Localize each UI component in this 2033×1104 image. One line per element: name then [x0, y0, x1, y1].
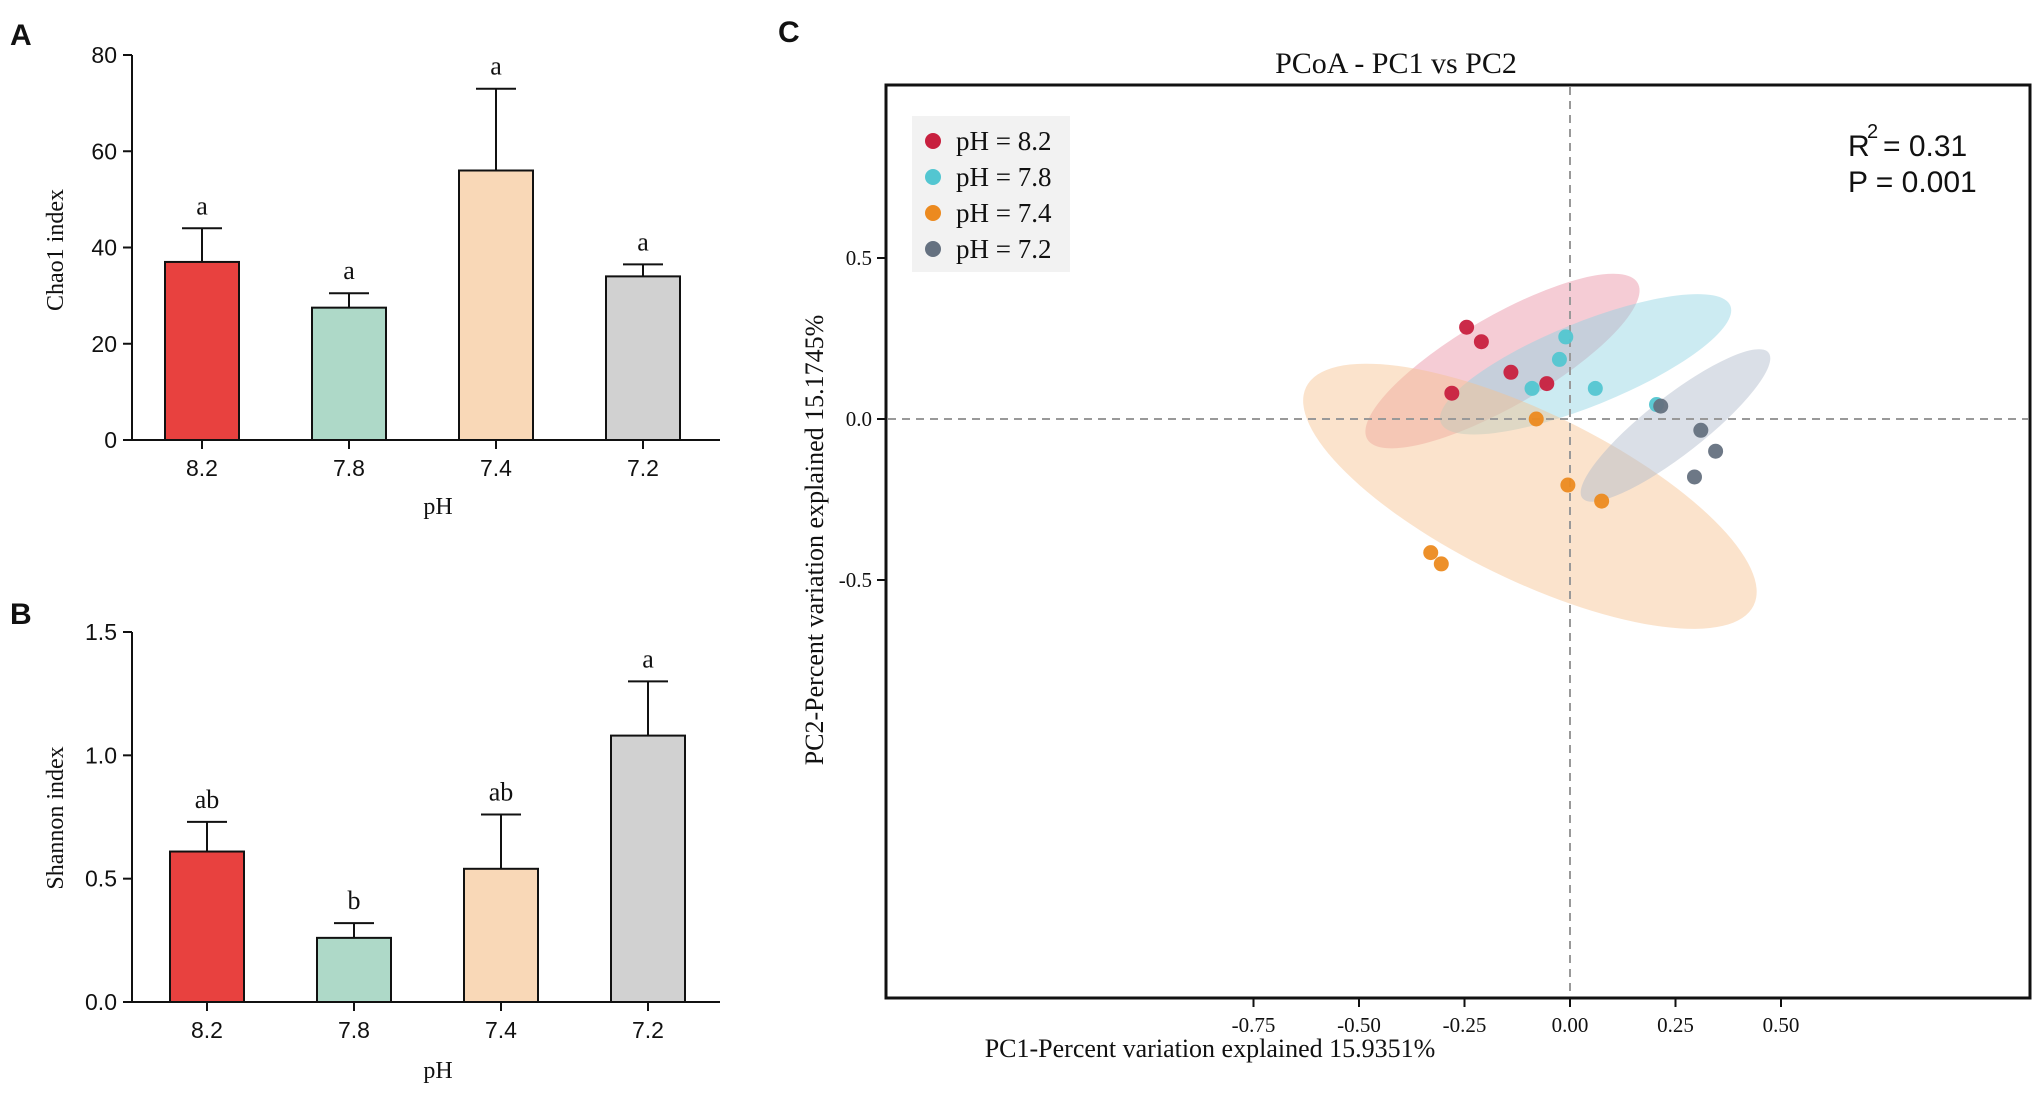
- chao1-bar-78: [311, 306, 387, 441]
- shannon-x-tick-label: 7.8: [338, 1017, 370, 1043]
- pcoa-point-series-2: [1528, 411, 1544, 427]
- legend-label-ph78: pH = 7.8: [956, 162, 1051, 192]
- chao1-significance-label: a: [490, 52, 502, 81]
- pcoa-point-series-2: [1433, 556, 1449, 572]
- pcoa-plot-area: -0.75 -0.50 -0.25 0.00 0.25 0.50 0.5 0.0 -0.5: [839, 83, 2032, 1037]
- pcoa-plot-frame: [884, 83, 2032, 1000]
- shannon-significance-label: b: [348, 886, 361, 915]
- chao1-bar-74: [458, 169, 534, 441]
- pcoa-x-tick-label: 0.00: [1552, 1013, 1589, 1037]
- legend-marker-ph78: [925, 169, 941, 185]
- shannon-plot-area: 0.0 0.5 1.0 1.5 ab 8.2 b 7.8 ab 7.4 a 7.2: [85, 619, 720, 1043]
- pcoa-stats: R 2 = 0.31 P = 0.001: [1848, 121, 1977, 199]
- pcoa-point-series-0: [1444, 385, 1460, 401]
- chao1-bar-72: [605, 275, 681, 441]
- chao1-significance-label: a: [637, 227, 649, 256]
- pcoa-title: PCoA - PC1 vs PC2: [1275, 47, 1517, 80]
- pcoa-x-tick-label: -0.25: [1443, 1013, 1487, 1037]
- pcoa-x-tick-label: -0.75: [1232, 1013, 1276, 1037]
- shannon-y-tick-label: 0.5: [85, 866, 117, 892]
- pcoa-point-series-1: [1551, 351, 1567, 367]
- shannon-bar-82: [169, 850, 245, 1003]
- shannon-bar-74: [463, 867, 539, 1003]
- chao1-plot-area: 0 20 40 60 80 a 8.2 a 7.8 a 7.4 a 7.2: [91, 42, 720, 481]
- shannon-x-tick-label: 8.2: [191, 1017, 223, 1043]
- shannon-y-tick-label: 1.5: [85, 619, 117, 645]
- chao1-significance-label: a: [343, 256, 355, 285]
- pcoa-point-series-0: [1503, 364, 1519, 380]
- pcoa-point-series-1: [1558, 329, 1574, 345]
- chao1-x-tick-label: 7.4: [480, 455, 512, 481]
- pcoa-point-series-0: [1473, 334, 1489, 350]
- r-squared-symbol: R: [1848, 130, 1870, 163]
- panel-label-a: A: [10, 19, 32, 52]
- panel-label-b: B: [10, 598, 32, 631]
- pcoa-point-series-3: [1653, 398, 1669, 414]
- confidence-ellipse-2: [1303, 363, 1757, 629]
- pcoa-y-tick-label: 0.5: [846, 246, 872, 270]
- pcoa-y-tick-label: 0.0: [846, 407, 872, 431]
- pcoa-point-series-2: [1423, 545, 1439, 561]
- pcoa-point-series-1: [1587, 380, 1603, 396]
- pcoa-y-tick-label: -0.5: [839, 568, 872, 592]
- r-squared-exponent: 2: [1867, 121, 1878, 143]
- pcoa-point-series-2: [1560, 477, 1576, 493]
- legend-marker-ph74: [925, 205, 941, 221]
- pcoa-legend: pH = 8.2 pH = 7.8 pH = 7.4 pH = 7.2: [912, 116, 1070, 272]
- chao1-significance-label: a: [196, 191, 208, 220]
- pcoa-x-tick-label: 0.50: [1763, 1013, 1800, 1037]
- pcoa-x-axis-title: PC1-Percent variation explained 15.9351%: [985, 1034, 1436, 1063]
- shannon-y-tick-label: 0.0: [85, 989, 117, 1015]
- shannon-significance-label: a: [642, 644, 654, 673]
- legend-label-ph72: pH = 7.2: [956, 234, 1051, 264]
- pcoa-scatter-chart: PCoA - PC1 vs PC2 -0.75 -0.50 -0.25 0.00 0.2…: [800, 47, 2032, 1063]
- shannon-bar-78: [316, 936, 392, 1003]
- shannon-x-axis-title: pH: [423, 1058, 452, 1084]
- pcoa-point-series-3: [1686, 469, 1702, 485]
- pcoa-point-series-3: [1708, 443, 1724, 459]
- chao1-y-tick-label: 0: [104, 427, 117, 453]
- pcoa-point-series-2: [1594, 493, 1610, 509]
- shannon-bar-chart: 0.0 0.5 1.0 1.5 ab 8.2 b 7.8 ab 7.4 a 7.2 pH Shanno…: [43, 619, 720, 1084]
- chao1-bar-chart: 0 20 40 60 80 a 8.2 a 7.8 a 7.4 a 7.2 pH Chao1 index: [43, 42, 720, 520]
- shannon-significance-label: ab: [489, 778, 514, 807]
- chao1-y-tick-label: 60: [91, 138, 117, 164]
- legend-marker-ph82: [925, 133, 941, 149]
- chao1-y-tick-label: 40: [91, 235, 117, 261]
- confidence-ellipse-1: [1439, 294, 1732, 435]
- pcoa-point-series-0: [1459, 319, 1475, 335]
- pcoa-x-tick-label: -0.50: [1337, 1013, 1381, 1037]
- legend-label-ph74: pH = 7.4: [956, 198, 1052, 228]
- r-squared-value: = 0.31: [1883, 130, 1967, 163]
- chao1-y-axis-title: Chao1 index: [43, 189, 69, 311]
- chao1-y-tick-label: 20: [91, 331, 117, 357]
- pcoa-y-axis-title: PC2-Percent variation explained 15.1745%: [800, 315, 829, 766]
- chao1-x-tick-label: 7.2: [627, 455, 659, 481]
- shannon-y-tick-label: 1.0: [85, 742, 117, 768]
- pcoa-point-series-1: [1524, 380, 1540, 396]
- pcoa-point-series-0: [1539, 376, 1555, 392]
- shannon-y-axis-title: Shannon index: [43, 746, 69, 889]
- shannon-x-tick-label: 7.2: [632, 1017, 664, 1043]
- confidence-ellipse-3: [1580, 349, 1771, 502]
- panel-label-c: C: [778, 16, 800, 49]
- shannon-bar-72: [610, 734, 686, 1003]
- chao1-bar-82: [164, 260, 240, 441]
- pcoa-point-series-3: [1693, 422, 1709, 438]
- legend-label-ph82: pH = 8.2: [956, 126, 1051, 156]
- shannon-x-tick-label: 7.4: [485, 1017, 517, 1043]
- p-value: P = 0.001: [1848, 166, 1977, 199]
- pcoa-x-tick-label: 0.25: [1657, 1013, 1694, 1037]
- chao1-x-axis-title: pH: [423, 494, 452, 520]
- chao1-x-tick-label: 8.2: [186, 455, 218, 481]
- chao1-y-tick-label: 80: [91, 42, 117, 68]
- confidence-ellipse-0: [1365, 273, 1640, 449]
- chao1-x-tick-label: 7.8: [333, 455, 365, 481]
- legend-marker-ph72: [925, 241, 941, 257]
- shannon-significance-label: ab: [195, 785, 220, 814]
